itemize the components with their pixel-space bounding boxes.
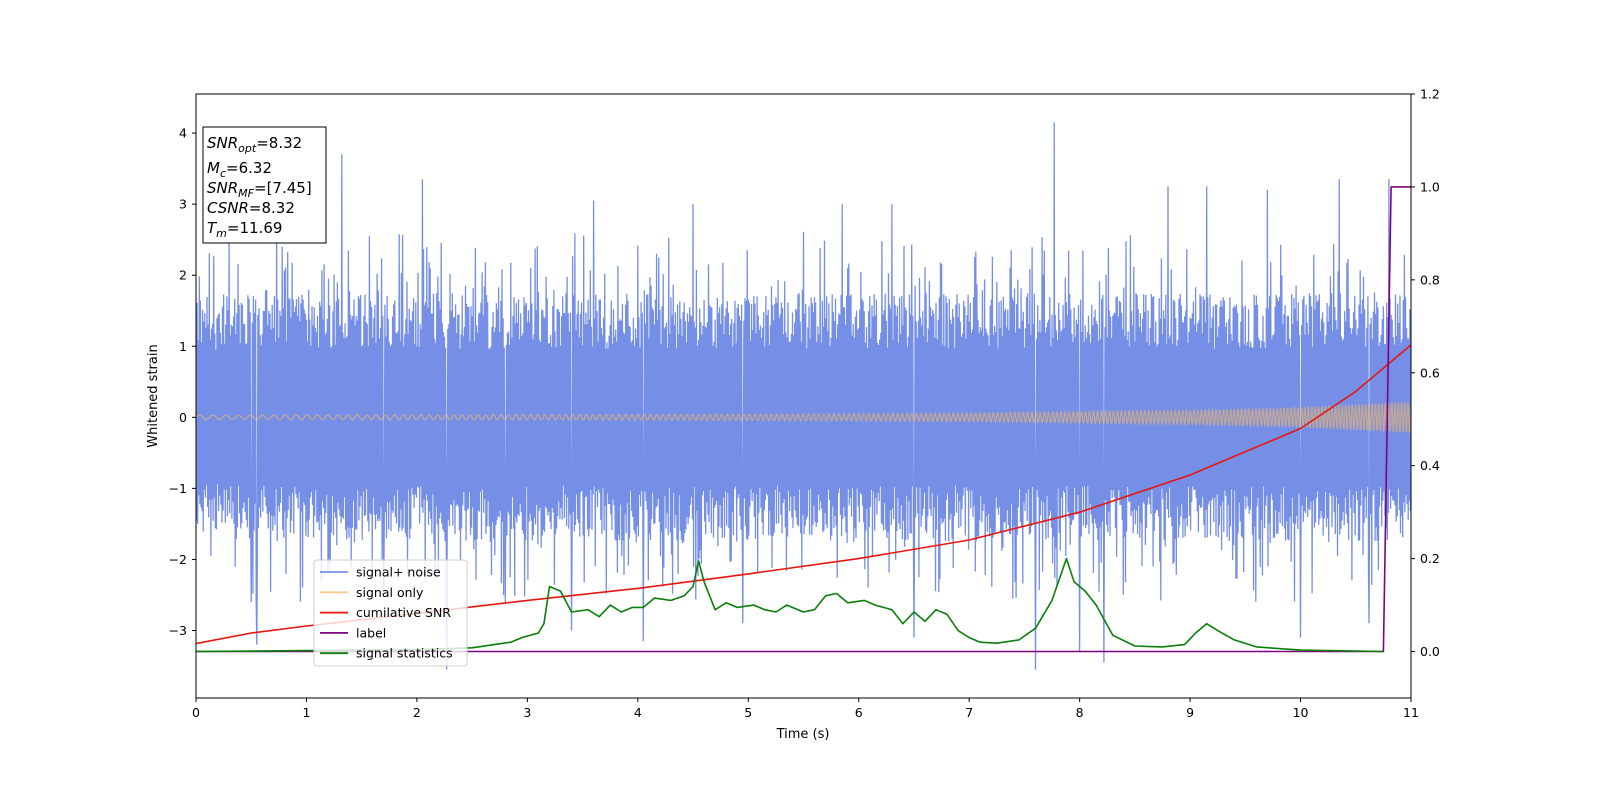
plot-frame: [195, 93, 1412, 699]
legend-label: label: [356, 625, 386, 640]
series-signal-noise: [196, 122, 1411, 670]
x-tick-label: 1: [302, 705, 310, 720]
y2-tick-label: 1.0: [1420, 179, 1440, 194]
y-axis-left: −3 −2 −1 0 1 2 3 4: [169, 126, 196, 638]
annotation-frame: [202, 126, 327, 244]
series-signal-statistics: [196, 557, 1384, 653]
x-axis-label: Time (s): [776, 727, 830, 742]
x-tick-label: 11: [1403, 705, 1419, 720]
x-tick-label: 9: [1186, 705, 1194, 720]
y2-tick-label: 0.2: [1420, 551, 1440, 566]
x-tick-label: 10: [1293, 705, 1309, 720]
annotation-line: Mc=6.32: [207, 159, 272, 180]
x-tick-label: 2: [413, 705, 421, 720]
y-tick-label: 3: [179, 197, 187, 212]
annotation-line: Tm=11.69: [207, 219, 282, 240]
y-tick-label: −1: [169, 481, 187, 496]
x-tick-label: 8: [1076, 705, 1084, 720]
y-tick-label: 2: [179, 268, 187, 283]
y2-tick-label: 0.4: [1420, 458, 1440, 473]
x-tick-label: 7: [965, 705, 973, 720]
x-tick-label: 4: [634, 705, 642, 720]
x-tick-label: 6: [855, 705, 863, 720]
legend-frame: [313, 559, 468, 667]
y-tick-label: 0: [179, 410, 187, 425]
y2-tick-label: 0.0: [1420, 644, 1440, 659]
legend-label: cumilative SNR: [356, 605, 451, 620]
y-tick-label: 1: [179, 339, 187, 354]
series-label: [196, 186, 1411, 653]
annotation-line: CSNR=8.32: [207, 199, 295, 217]
y-tick-label: −3: [169, 623, 187, 638]
y-tick-label: −2: [169, 552, 187, 567]
legend-label: signal+ noise: [356, 565, 441, 580]
y2-tick-label: 1.2: [1420, 87, 1440, 102]
legend: signal+ noise signal only cumilative SNR la…: [313, 559, 468, 667]
y-tick-label: 4: [179, 126, 187, 141]
y2-tick-label: 0.6: [1420, 365, 1440, 380]
x-tick-label: 5: [744, 705, 752, 720]
annotation-line: SNRopt=8.32: [207, 134, 302, 155]
y2-tick-label: 0.8: [1420, 272, 1440, 287]
legend-label: signal statistics: [356, 646, 453, 661]
series-signal-only: [196, 401, 1411, 435]
y-axis-label: Whitened strain: [146, 344, 161, 447]
x-tick-label: 3: [523, 705, 531, 720]
x-tick-label: 0: [192, 705, 200, 720]
y-axis-right: 0.0 0.2 0.4 0.6 0.8 1.0 1.2: [1411, 87, 1440, 659]
annotation-line: SNRMF=[7.45]: [207, 179, 312, 200]
legend-label: signal only: [356, 585, 424, 600]
x-axis: 0 1 2 3 4 5 6 7 8 9 10 11: [192, 698, 1419, 720]
